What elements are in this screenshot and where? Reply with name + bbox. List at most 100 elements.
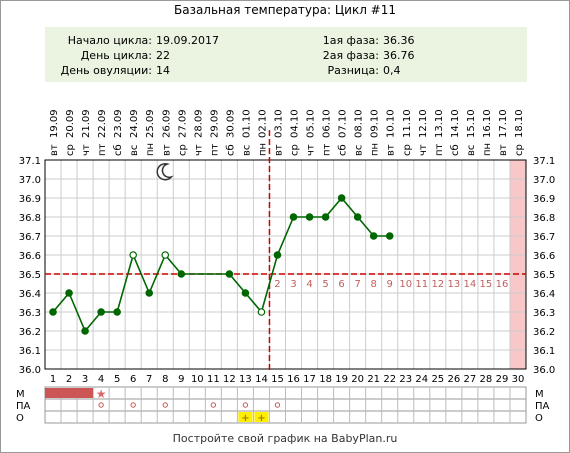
day-number-label: 6 [130, 374, 136, 385]
x-date-label: 09.10 [370, 109, 381, 138]
day-number-label: 29 [496, 374, 509, 385]
temperature-point [97, 308, 105, 316]
x-date-label: 24.09 [129, 109, 140, 138]
x-axis-day-numbers: 1 2 3 4 5 6 7 8 9 10 11 12 13 14 15 16 17 18 19 20 21 22 23 24 2… [50, 374, 525, 385]
y-tick-label: 36.8 [533, 213, 555, 224]
x-date-label: 15.10 [466, 109, 477, 138]
x-weekday-label: сб [113, 144, 124, 156]
y-tick-label: 36.4 [533, 289, 555, 300]
difference-label: Разница: [327, 64, 380, 77]
x-date-label: 04.10 [290, 109, 301, 138]
day-number-label: 11 [207, 374, 220, 385]
day-number-label: 12 [223, 374, 236, 385]
temperature-points [49, 194, 394, 335]
temperature-point [225, 270, 234, 278]
day-number-label: 15 [271, 374, 284, 385]
y-tick-label: 36.0 [533, 365, 555, 376]
x-date-label: 06.10 [322, 109, 333, 138]
day-number-label: 23 [399, 374, 412, 385]
day-number-label: 8 [162, 374, 168, 385]
y-axis-right: 36.0 36.1 36.2 36.3 36.4 36.5 36.6 36.7 36.8 36.9… [533, 156, 555, 376]
x-weekday-label: ср [402, 144, 413, 156]
day-number-label: 27 [464, 374, 477, 385]
x-weekday-label: ср [65, 144, 76, 156]
x-weekday-label: ср [290, 144, 301, 156]
phase2-label: 2ая фаза: [322, 49, 379, 62]
cycle-day-row: День цикла: 22 [55, 48, 170, 64]
x-date-label: 13.10 [434, 109, 445, 138]
plus-icon: + [241, 413, 249, 424]
x-weekday-label: сб [338, 144, 349, 156]
luteal-day-label: 9 [387, 279, 393, 290]
luteal-day-label: 6 [338, 279, 344, 290]
temperature-point [353, 213, 362, 221]
day-number-label: 3 [82, 374, 88, 385]
luteal-day-label: 10 [399, 279, 412, 290]
intercourse-mark [162, 402, 168, 408]
x-date-label: 20.09 [65, 109, 76, 138]
cycle-start-label: Начало цикла: [67, 34, 152, 47]
y-tick-label: 36.3 [19, 308, 41, 319]
temperature-point [65, 289, 73, 297]
intercourse-mark [242, 402, 249, 408]
x-date-label: 03.10 [273, 109, 284, 138]
x-weekday-label: сб [450, 144, 461, 156]
phase2-row: 2ая фаза: 36.76 [295, 48, 415, 64]
day-number-label: 26 [447, 374, 460, 385]
day-number-label: 25 [431, 374, 444, 385]
temperature-point [385, 232, 394, 240]
cycle-day-label: День цикла: [80, 49, 152, 62]
x-date-label: 23.09 [113, 109, 124, 138]
y-tick-label: 36.3 [533, 308, 555, 319]
cycle-start-value: 19.09.2017 [156, 34, 219, 47]
y-tick-label: 36.6 [533, 251, 555, 262]
chart-title: Базальная температура: Цикл #11 [173, 3, 396, 17]
x-weekday-label: сб [225, 144, 236, 156]
x-weekday-label: чт [418, 144, 429, 156]
footer-text: Постройте свой график на BabyPlan.ru [172, 432, 398, 445]
x-weekday-label: вс [466, 145, 477, 156]
x-date-label: 05.10 [306, 109, 317, 138]
x-date-label: 12.10 [418, 109, 429, 138]
menses-mark [45, 388, 62, 398]
x-weekday-label: пн [145, 143, 156, 156]
luteal-day-label: 16 [496, 279, 509, 290]
symptom-row-labels: М МПА ПАО О [16, 389, 550, 424]
phase1-label: 1ая фаза: [322, 34, 379, 47]
x-date-label: 25.09 [145, 109, 156, 138]
x-date-label: 08.10 [354, 109, 365, 138]
phase2-value: 36.76 [383, 49, 415, 62]
x-date-label: 14.10 [450, 109, 461, 138]
day-number-label: 22 [383, 374, 396, 385]
y-tick-label: 36.0 [19, 365, 41, 376]
x-date-label: 29.09 [209, 109, 220, 138]
plot-border [44, 159, 527, 370]
luteal-day-label: 15 [480, 279, 493, 290]
luteal-day-label: 4 [306, 279, 312, 290]
day-number-label: 19 [335, 374, 348, 385]
y-tick-label: 36.2 [533, 327, 555, 338]
row-label: М [16, 389, 25, 400]
x-weekday-label: вт [498, 144, 509, 156]
menses-mark [61, 388, 78, 398]
y-tick-label: 36.1 [533, 346, 555, 357]
highlight-column [509, 160, 526, 369]
luteal-day-label: 13 [447, 279, 460, 290]
temperature-point [369, 232, 378, 240]
x-weekday-label: вс [129, 145, 140, 156]
y-axis-left: 36.0 36.1 36.2 36.3 36.4 36.5 36.6 36.7 36.8 36.9… [19, 156, 41, 376]
temperature-point [145, 289, 154, 297]
x-weekday-label: пт [97, 143, 108, 156]
moon-icon [156, 162, 174, 181]
day-number-label: 21 [367, 374, 380, 385]
temperature-point [337, 194, 346, 202]
x-date-label: 11.10 [402, 109, 413, 138]
intercourse-mark [130, 402, 136, 408]
temperature-point [289, 213, 298, 221]
day-number-label: 28 [480, 374, 493, 385]
ovulation-test-mark [254, 412, 269, 422]
y-tick-label: 37.1 [533, 156, 555, 167]
x-date-label: 17.10 [498, 109, 509, 138]
day-number-label: 16 [287, 374, 300, 385]
